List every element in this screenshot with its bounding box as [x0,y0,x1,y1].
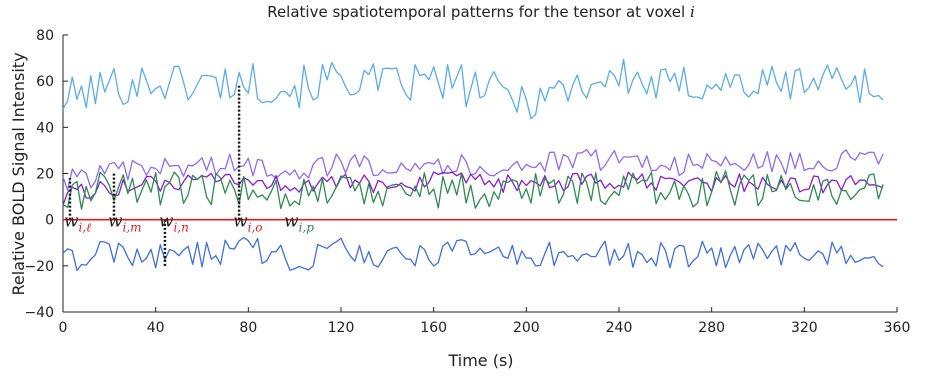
y-tick-label: 80 [36,28,54,44]
plot-area: 0 40 80 120 160 200 240 280 320 360806040200−20−4… [24,28,910,336]
weight-label-base: w [64,212,79,232]
chart-title-variable: i [690,3,695,21]
x-axis-title: Time (s) [447,351,513,370]
chart-title-text: Relative spatiotemporal patterns for the… [267,3,690,21]
x-tick-label: 200 [513,320,540,336]
weight-label-4: wi,p [284,212,314,235]
weight-label-base: w [233,212,248,232]
x-tick-label: 240 [606,320,633,336]
weight-label-subscript: i,m [123,221,142,235]
x-tick-label: 320 [791,320,818,336]
series-line-0 [62,58,884,120]
weight-label-base: w [108,212,123,232]
y-tick-label: −40 [24,305,54,321]
weight-label-base: w [159,212,174,232]
x-tick-label: 360 [884,320,911,336]
y-tick-label: −20 [24,259,54,275]
y-tick-label: 0 [45,213,54,229]
x-tick-label: 40 [147,320,165,336]
series-line-2 [62,171,884,206]
weight-label-3: wi,o [233,212,262,235]
weight-label-subscript: i,n [173,221,188,235]
x-tick-label: 80 [239,320,257,336]
series-line-3 [62,170,884,210]
chart-title: Relative spatiotemporal patterns for the… [267,3,695,21]
series-line-4 [62,236,884,272]
x-tick-label: 280 [698,320,725,336]
weight-label-subscript: i,p [299,221,315,235]
weight-label-2: wi,n [159,212,189,235]
y-tick-label: 40 [36,120,54,136]
weight-label-0: wi,ℓ [64,212,91,235]
weight-label-base: w [284,212,299,232]
y-tick-label: 20 [36,167,54,183]
x-tick-label: 160 [420,320,447,336]
y-axis-title: Relative BOLD Signal Intensity [9,52,28,295]
y-tick-label: 60 [36,74,54,90]
x-tick-label: 0 [59,320,68,336]
weight-label-subscript: i,ℓ [79,221,92,235]
weight-label-1: wi,m [108,212,142,235]
weight-label-subscript: i,o [248,221,263,235]
series-line-1 [62,148,884,191]
x-tick-label: 120 [328,320,355,336]
